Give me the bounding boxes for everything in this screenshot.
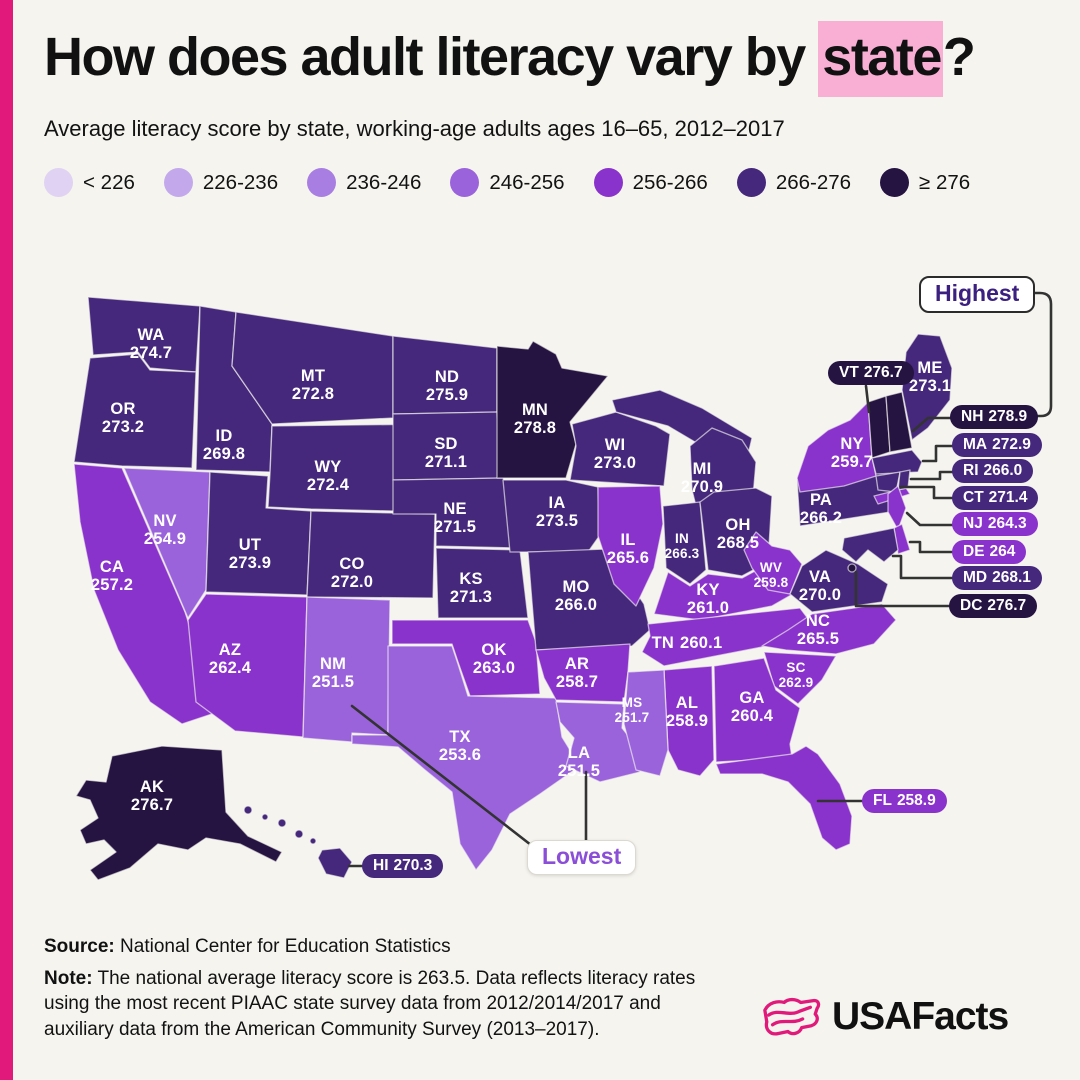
- state-new-mexico: [302, 596, 391, 743]
- usafacts-wordmark: USAFacts: [832, 995, 1009, 1038]
- subtitle: Average literacy score by state, working…: [44, 116, 785, 141]
- legend-swatch: [307, 168, 337, 197]
- callout-chip-fl: FL 258.9: [862, 789, 947, 813]
- callout-chip-md: MD 268.1: [952, 566, 1042, 590]
- state-alabama: [663, 665, 715, 777]
- legend-item: 266-276: [736, 168, 851, 197]
- legend-swatch: [736, 168, 766, 197]
- state-mississippi: [623, 669, 669, 777]
- leader-lines: [347, 291, 1053, 868]
- state-minnesota: [496, 340, 609, 479]
- callout-chip-nh: NH 278.9: [950, 405, 1039, 429]
- callout-chip-ct: CT 271.4: [952, 486, 1039, 510]
- brand-accent-bar: [0, 0, 13, 1080]
- legend-swatch: [163, 168, 193, 197]
- usafacts-logo: USAFacts: [760, 994, 1009, 1040]
- state-new-york: [796, 401, 877, 493]
- leader-line-highest-nh: [1030, 291, 1053, 418]
- state-new-jersey: [887, 485, 907, 531]
- state-arkansas: [535, 643, 631, 703]
- legend-item: 246-256: [450, 168, 565, 197]
- state-new-hampshire: [885, 391, 913, 453]
- leader-line-dc: [854, 570, 952, 608]
- legend-item: 236-246: [307, 168, 421, 197]
- lowest-annotation: Lowest: [527, 840, 637, 875]
- leader-line-nj: [905, 511, 955, 527]
- state-kansas: [435, 547, 529, 619]
- state-texas: [351, 645, 581, 871]
- state-illinois: [597, 485, 664, 607]
- state-california: [73, 463, 213, 725]
- legend-swatch: [593, 168, 623, 197]
- callout-chip-dc: DC 276.7: [949, 594, 1038, 618]
- state-georgia: [713, 657, 801, 763]
- legend-item: 226-236: [163, 168, 278, 197]
- state-massachusetts: [871, 449, 923, 475]
- callout-chip-ri: RI 266.0: [952, 459, 1034, 483]
- leader-line-ma: [921, 444, 955, 463]
- legend-item: 256-266: [593, 168, 708, 197]
- leader-line-md: [891, 554, 955, 580]
- usafacts-map-icon: [763, 997, 821, 1036]
- state-florida: [715, 745, 853, 851]
- state-tennessee: [641, 607, 813, 667]
- legend: < 226 226-236 236-246 246-256 256-266 26…: [44, 168, 970, 197]
- legend-item: ≥ 276: [880, 168, 970, 197]
- state-district-of-columbia: [847, 563, 857, 573]
- legend-swatch: [44, 168, 73, 197]
- leader-line-vt: [864, 384, 871, 414]
- state-oregon: [73, 353, 197, 469]
- page-title: How does adult literacy vary by state?: [44, 21, 976, 97]
- state-colorado: [306, 510, 436, 599]
- highest-annotation: Highest: [919, 276, 1036, 313]
- callout-chip-vt: VT 276.7: [828, 361, 914, 385]
- callout-chip-hi: HI 270.3: [362, 854, 444, 878]
- state-maryland: [841, 527, 899, 563]
- legend-swatch: [450, 168, 480, 197]
- state-north-dakota: [392, 335, 498, 415]
- leader-line-de: [908, 540, 955, 554]
- footer: Source: National Center for Education St…: [44, 934, 734, 1048]
- callout-chip-de: DE 264: [952, 540, 1027, 564]
- state-south-dakota: [392, 411, 504, 481]
- state-north-carolina: [761, 603, 897, 655]
- callout-chip-nj: NJ 264.3: [952, 512, 1038, 536]
- leader-line-ct: [899, 485, 955, 500]
- title-highlight: state: [818, 21, 943, 97]
- state-maine: [901, 333, 953, 441]
- state-louisiana: [555, 701, 641, 783]
- state-hawaii: [243, 805, 353, 879]
- states-layer: [73, 296, 953, 881]
- state-montana: [231, 311, 394, 425]
- state-indiana: [662, 501, 707, 585]
- leader-line-lowest-nm: [350, 704, 533, 847]
- legend-item: < 226: [44, 168, 135, 197]
- source-line: Source: National Center for Education St…: [44, 936, 451, 957]
- state-virginia: [789, 549, 889, 613]
- leader-line-ri: [909, 470, 955, 481]
- callout-chip-ma: MA 272.9: [952, 433, 1042, 457]
- note-line: Note: The national average literacy scor…: [44, 967, 696, 1040]
- state-iowa: [502, 479, 601, 553]
- state-alaska: [75, 745, 283, 881]
- legend-swatch: [880, 168, 910, 197]
- leader-line-nh: [911, 416, 955, 433]
- state-west-virginia: [743, 531, 803, 595]
